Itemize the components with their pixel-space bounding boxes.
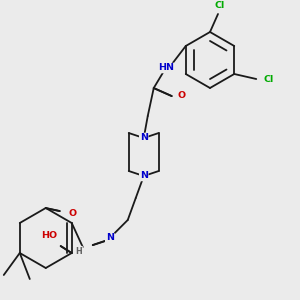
- Text: Cl: Cl: [215, 2, 225, 10]
- Text: HN: HN: [158, 64, 174, 73]
- Text: H: H: [75, 247, 82, 256]
- Text: N: N: [140, 172, 148, 181]
- Text: HO: HO: [41, 230, 57, 239]
- Text: O: O: [69, 208, 77, 217]
- Text: N: N: [106, 233, 114, 242]
- Text: Cl: Cl: [263, 74, 273, 83]
- Text: N: N: [140, 134, 148, 142]
- Text: O: O: [178, 92, 186, 100]
